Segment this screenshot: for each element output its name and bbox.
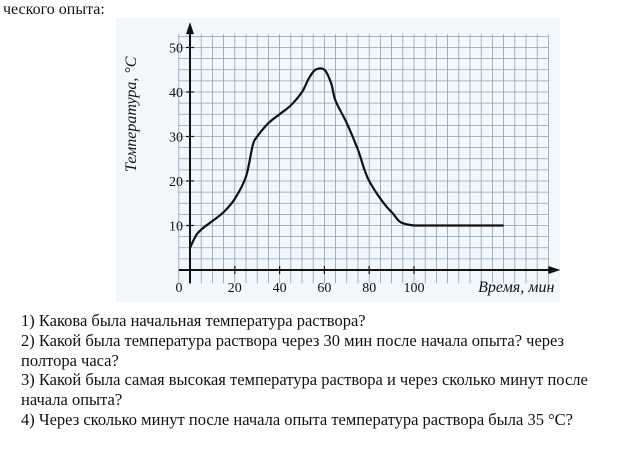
x-tick-label: 80	[362, 281, 376, 296]
x-axis-title: Время, мин	[478, 279, 554, 296]
y-axis-arrow	[186, 22, 194, 35]
question-4: 4) Через сколько минут после начала опыт…	[21, 409, 574, 429]
grid	[178, 34, 549, 284]
y-axis-title: Температура, °С	[123, 56, 140, 172]
y-tick-label: 10	[169, 220, 183, 235]
x-tick-label: 40	[273, 281, 287, 296]
temperature-chart: 20 40 60 80 100 10 20 30 40 50 0 Время, мин Температ…	[116, 18, 561, 302]
x-tick-label: 60	[317, 281, 331, 296]
question-list: 1) Какова была начальная температура рас…	[21, 311, 619, 430]
header-fragment: ческого опыта:	[3, 1, 105, 18]
question-1: 1) Какова была начальная температура рас…	[21, 311, 366, 330]
y-tick-label: 40	[169, 86, 183, 101]
origin-label: 0	[176, 281, 183, 296]
question-3: 3) Какой была самая высокая температура …	[21, 370, 588, 410]
y-tick-label: 20	[169, 175, 183, 190]
x-axis-arrow	[548, 266, 561, 274]
y-tick-label: 50	[169, 42, 183, 57]
x-tick-label: 20	[228, 281, 242, 296]
chart-svg: 20 40 60 80 100 10 20 30 40 50 0 Время, мин Температ…	[123, 22, 561, 296]
y-tick-label: 30	[169, 131, 183, 146]
temperature-curve	[189, 67, 504, 249]
question-2: 2) Какой была температура раствора через…	[21, 330, 565, 370]
x-tick-label: 100	[404, 281, 425, 296]
